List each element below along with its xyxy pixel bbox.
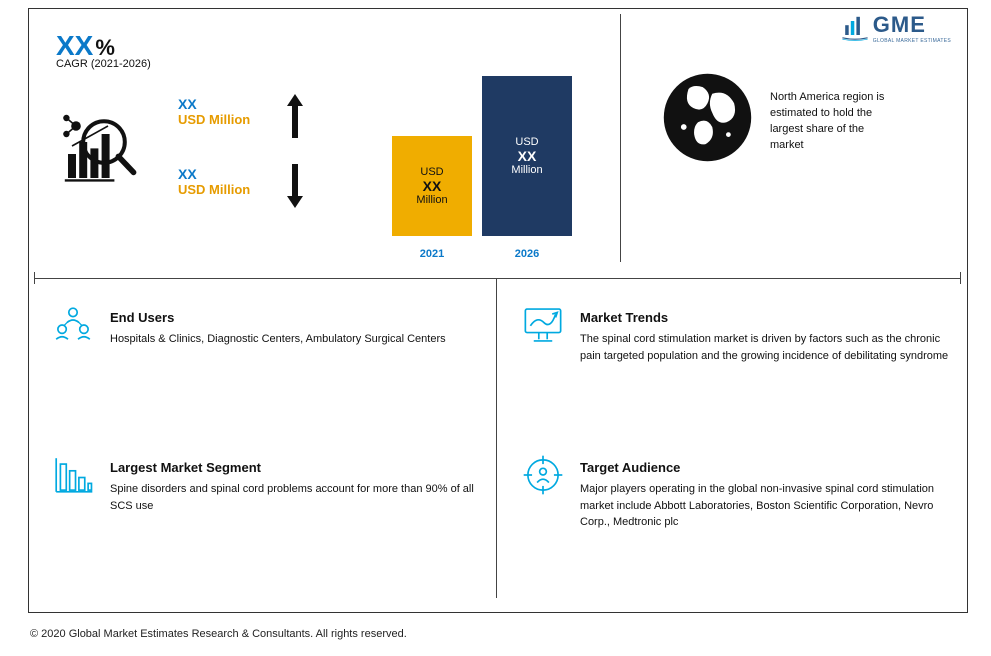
bar-mil: Million xyxy=(416,194,447,206)
bar-xx: XX xyxy=(423,178,442,194)
stat-up-xx: XX xyxy=(178,96,250,112)
globe-line4: market xyxy=(770,138,884,154)
end-users-icon xyxy=(52,304,94,346)
bar-year-label: 2021 xyxy=(392,248,472,260)
target-title: Target Audience xyxy=(580,454,952,475)
target-icon xyxy=(522,454,564,496)
bar-chart-icon xyxy=(52,454,94,496)
target-body: Major players operating in the global no… xyxy=(580,481,952,531)
globe-line2: estimated to hold the xyxy=(770,106,884,122)
quad-market-trends: Market Trends The spinal cord stimulatio… xyxy=(522,304,952,364)
largest-seg-title: Largest Market Segment xyxy=(110,454,482,475)
logo-subtitle: GLOBAL MARKET ESTIMATES xyxy=(873,38,951,44)
stat-down-usd: USD Million xyxy=(178,182,250,197)
bar-mil: Million xyxy=(511,164,542,176)
stat-down-xx: XX xyxy=(178,166,250,182)
end-users-title: End Users xyxy=(110,304,482,325)
divider-horizontal xyxy=(34,278,960,279)
quad-target-audience: Target Audience Major players operating … xyxy=(522,454,952,531)
end-users-body: Hospitals & Clinics, Diagnostic Centers,… xyxy=(110,331,482,348)
bar-usd: USD xyxy=(515,136,538,148)
stat-down-block: XX USD Million xyxy=(178,166,250,197)
gme-logo: GME GLOBAL MARKET ESTIMATES xyxy=(841,12,951,44)
bar-xx: XX xyxy=(518,148,537,164)
globe-line1: North America region is xyxy=(770,90,884,106)
globe-text: North America region is estimated to hol… xyxy=(770,90,884,154)
market-size-barchart: USDXXMillion2021USDXXMillion2026 xyxy=(392,70,592,260)
globe-icon xyxy=(660,70,755,165)
stat-up-block: XX USD Million xyxy=(178,96,250,127)
largest-seg-body: Spine disorders and spinal cord problems… xyxy=(110,481,482,514)
monitor-trend-icon xyxy=(522,304,564,346)
quad-largest-segment: Largest Market Segment Spine disorders a… xyxy=(52,454,482,514)
logo-text: GME xyxy=(873,12,951,38)
stat-up-usd: USD Million xyxy=(178,112,250,127)
globe-line3: largest share of the xyxy=(770,122,884,138)
trends-body: The spinal cord stimulation market is dr… xyxy=(580,331,952,364)
arrow-down-icon xyxy=(285,160,305,210)
arrow-up-icon xyxy=(285,92,305,142)
cagr-block: XX% CAGR (2021-2026) xyxy=(56,30,151,70)
analytics-icon xyxy=(60,110,140,190)
cagr-value: XX xyxy=(56,30,93,61)
cagr-percent: % xyxy=(95,35,115,60)
cagr-subtitle: CAGR (2021-2026) xyxy=(56,58,151,70)
divider-vertical-bottom xyxy=(496,278,497,598)
divider-vertical-top xyxy=(620,14,621,262)
divider-cap-left xyxy=(34,272,35,284)
bar-2021: USDXXMillion xyxy=(392,136,472,236)
divider-cap-right xyxy=(960,272,961,284)
bar-2026: USDXXMillion xyxy=(482,76,572,236)
bar-usd: USD xyxy=(420,166,443,178)
trends-title: Market Trends xyxy=(580,304,952,325)
copyright-text: © 2020 Global Market Estimates Research … xyxy=(30,628,407,640)
quad-end-users: End Users Hospitals & Clinics, Diagnosti… xyxy=(52,304,482,348)
gme-logo-icon xyxy=(841,14,869,42)
bar-year-label: 2026 xyxy=(482,248,572,260)
